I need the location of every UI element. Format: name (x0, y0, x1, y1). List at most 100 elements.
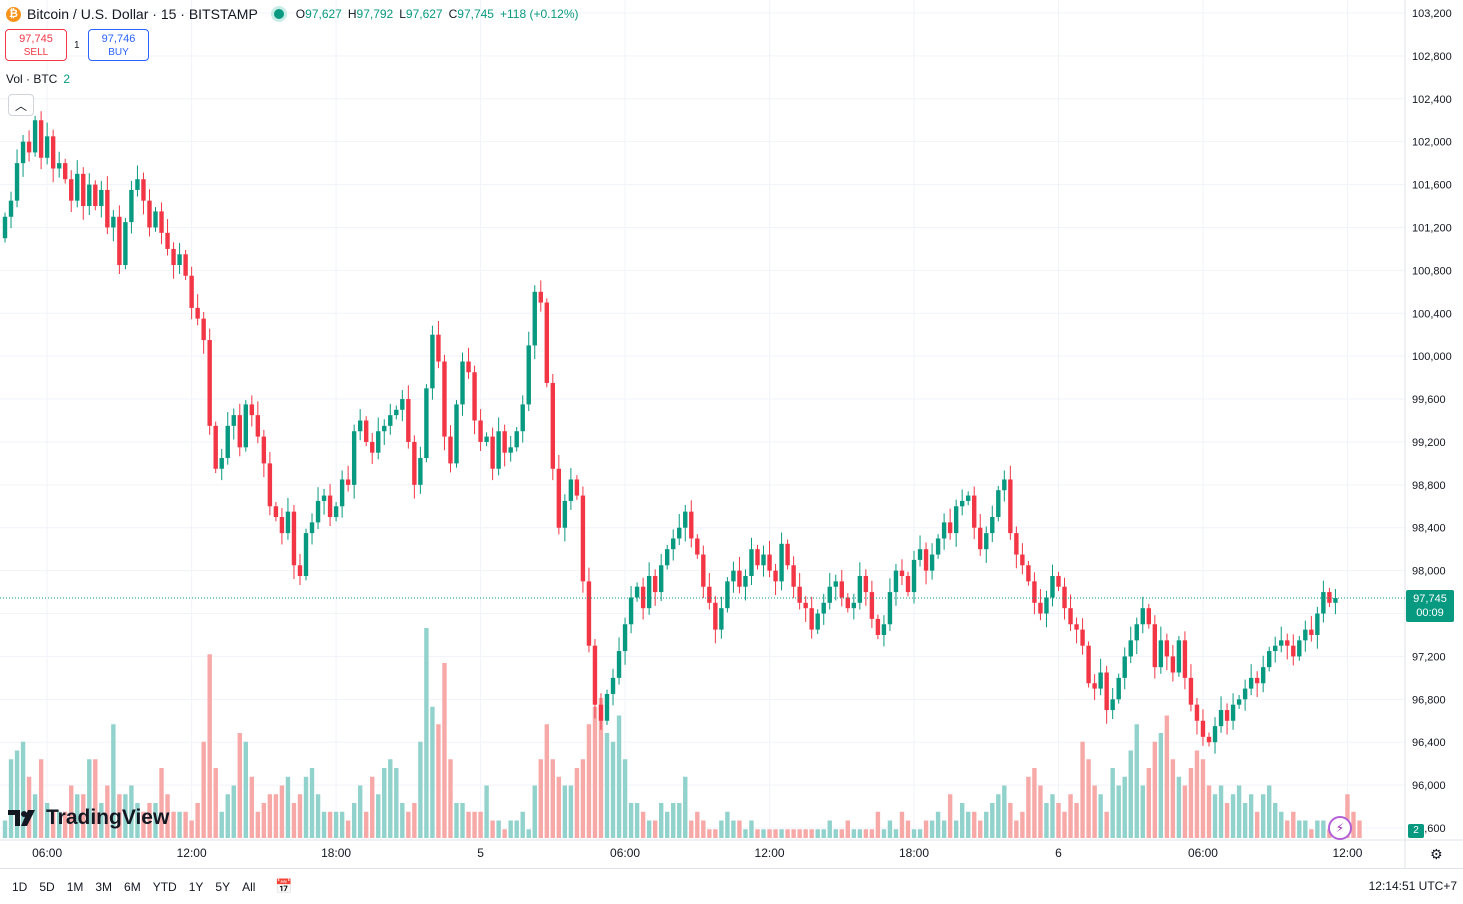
candle-body (851, 602, 857, 609)
volume-bar (911, 829, 917, 838)
timeframe-ytd[interactable]: YTD (152, 879, 177, 894)
timeframe-5d[interactable]: 5D (39, 879, 55, 894)
collapse-legend-button[interactable]: ︿ (8, 94, 34, 116)
candle-body (400, 399, 405, 410)
volume-bar (38, 759, 44, 838)
candle-body (93, 184, 98, 207)
volume-bar (737, 820, 742, 838)
volume-bar (237, 733, 242, 838)
volume-bar (430, 706, 435, 838)
timeframe-1m[interactable]: 1M (66, 879, 84, 894)
volume-bar (761, 829, 766, 838)
candle-body (568, 479, 574, 501)
candle-body (881, 624, 887, 635)
volume-bar (917, 829, 923, 838)
candle-body (1074, 624, 1079, 630)
volume-bar (1014, 820, 1019, 838)
volume-bar (875, 811, 881, 838)
volume-bar (123, 794, 128, 838)
candle-body (1062, 586, 1067, 609)
volume-bar (1273, 803, 1278, 838)
candle-body (189, 275, 194, 308)
candle-body (713, 602, 718, 630)
volume-bar (1122, 776, 1127, 838)
high-value: 97,792 (356, 7, 394, 21)
volume-bar (815, 829, 820, 838)
candle-body (1218, 710, 1224, 727)
y-tick-label: 96,000 (1412, 780, 1446, 792)
candle-body (1158, 640, 1164, 668)
sell-button[interactable]: 97,745 SELL (5, 29, 67, 61)
tradingview-logo[interactable]: TradingView (8, 806, 169, 830)
candle-body (857, 575, 863, 603)
volume-bar (327, 811, 333, 838)
candle-body (1002, 479, 1007, 491)
volume-bar (1134, 724, 1139, 838)
candle-body (941, 522, 947, 539)
volume-bar (159, 768, 164, 838)
candle-body (1110, 699, 1115, 711)
volume-bar (935, 811, 941, 838)
timeframe-all[interactable]: All (242, 879, 256, 894)
candle-body (689, 511, 694, 539)
timeframe-1y[interactable]: 1Y (188, 879, 204, 894)
volume-bar (616, 715, 622, 838)
candle-body (905, 575, 911, 593)
candle-body (622, 624, 628, 652)
volume-bar (1170, 759, 1176, 838)
candle-body (1104, 672, 1109, 711)
candle-body (1200, 720, 1206, 737)
volume-bar (225, 794, 230, 838)
volume-bar (1158, 733, 1164, 838)
low-value: 97,627 (405, 7, 443, 21)
volume-bar (598, 698, 604, 838)
volume-bar (75, 794, 80, 838)
date-range-icon[interactable]: 📅 (275, 878, 293, 894)
candle-body (1086, 645, 1091, 684)
timeframe-1d[interactable]: 1D (12, 879, 28, 894)
candle-body (105, 189, 110, 228)
symbol-title[interactable]: Bitcoin / U.S. Dollar · 15 · BITSTAMP (27, 6, 258, 22)
buy-button[interactable]: 97,746 BUY (88, 29, 149, 61)
candle-body (448, 436, 453, 464)
volume-indicator-legend[interactable]: Vol · BTC 2 (6, 72, 70, 86)
volume-bar (333, 811, 339, 838)
volume-bar (50, 811, 56, 838)
volume-bar (1315, 820, 1320, 838)
candle-body (1303, 629, 1308, 641)
bar-countdown: 00:09 (1416, 607, 1444, 619)
candle-body (496, 431, 501, 469)
candle-body (1146, 608, 1151, 625)
volume-bar (267, 794, 273, 838)
volume-bar (526, 829, 531, 838)
flash-icon[interactable]: ⚡ (1328, 816, 1352, 840)
candle-body (532, 291, 537, 346)
candle-body (755, 549, 760, 566)
candle-body (833, 581, 838, 587)
candle-body (815, 613, 820, 630)
volume-bar (87, 759, 92, 838)
x-tick-label: 12:00 (1332, 846, 1362, 860)
timeframe-5y[interactable]: 5Y (215, 879, 231, 894)
timeframe-3m[interactable]: 3M (95, 879, 113, 894)
volume-bar (388, 759, 393, 838)
volume-bar (364, 811, 369, 838)
y-tick-label: 101,200 (1412, 222, 1452, 234)
candle-body (1242, 688, 1248, 700)
price-chart[interactable]: 95,60096,00096,40096,80097,20097,60098,0… (0, 0, 1463, 868)
clock-timezone[interactable]: 12:14:51 UTC+7 (1368, 879, 1457, 893)
candle-body (153, 211, 158, 228)
candle-body (761, 554, 766, 566)
volume-bar (496, 820, 501, 838)
volume-bar (129, 785, 134, 838)
volume-bar (394, 768, 399, 838)
timeframe-6m[interactable]: 6M (124, 879, 141, 894)
volume-bar (412, 803, 417, 838)
settings-gear-icon[interactable]: ⚙ (1430, 846, 1443, 862)
volume-bar (1297, 820, 1302, 838)
open-value: 97,627 (305, 7, 342, 21)
volume-bar (1062, 811, 1067, 838)
x-tick-label: 6 (1055, 846, 1062, 860)
candle-body (345, 479, 351, 485)
candle-body (1056, 575, 1061, 587)
